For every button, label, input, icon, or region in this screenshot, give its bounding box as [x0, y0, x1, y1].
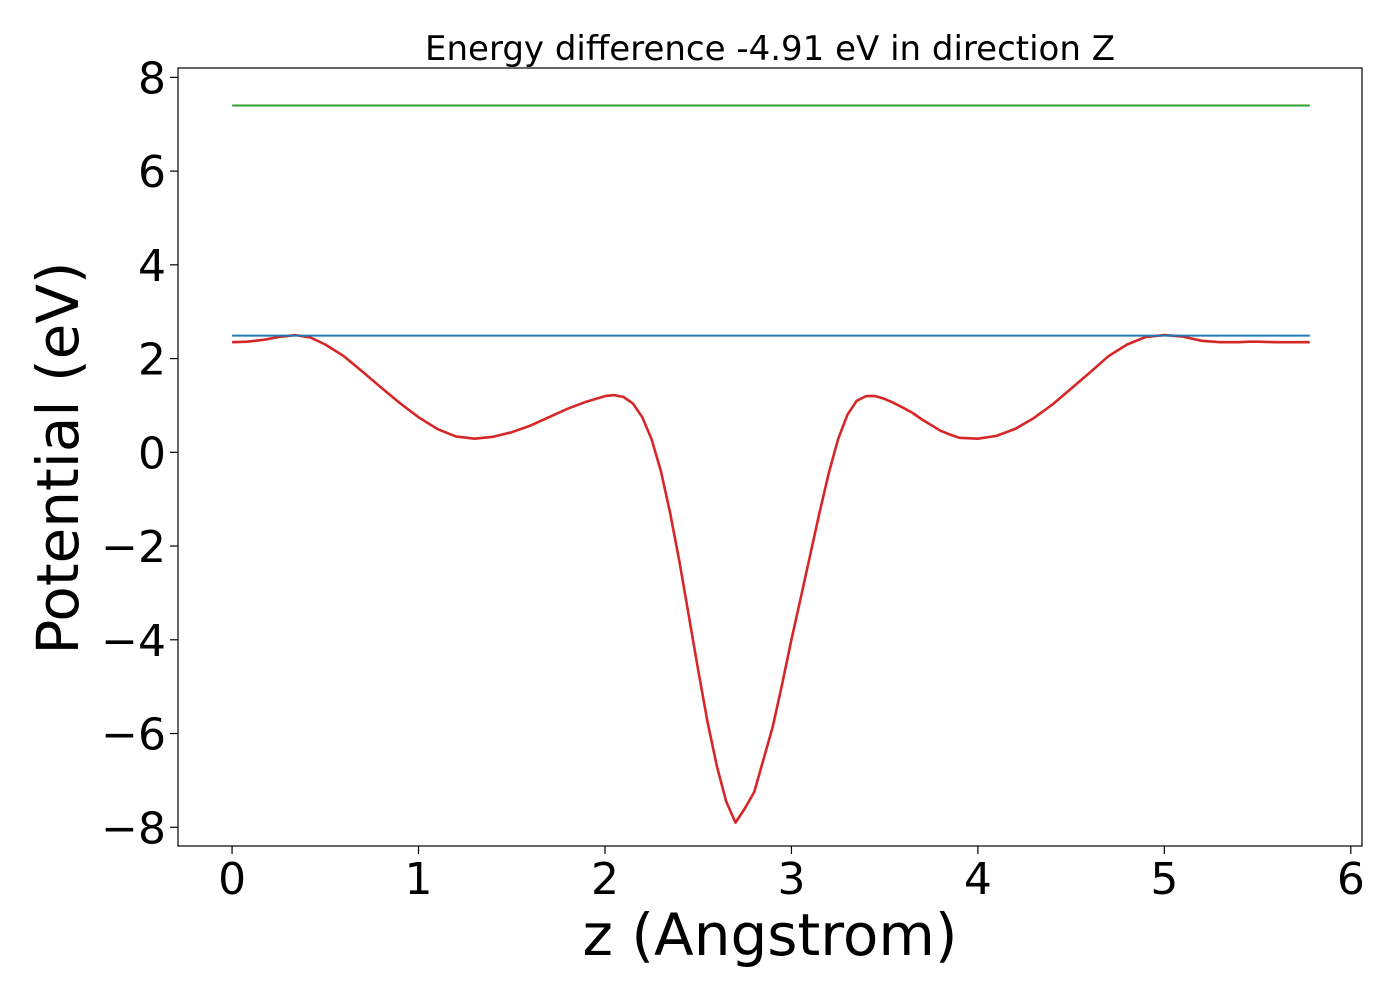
x-tick-label: 2 [591, 854, 619, 905]
y-tick-label: 2 [138, 335, 166, 386]
y-tick-label: −4 [101, 616, 166, 667]
y-axis-label: Potential (eV) [24, 261, 92, 654]
y-tick-label: −6 [101, 710, 166, 761]
chart-title: Energy difference -4.91 eV in direction … [425, 29, 1115, 69]
x-tick-label: 5 [1150, 854, 1178, 905]
y-tick-label: 8 [138, 53, 166, 104]
x-tick-label: 0 [218, 854, 246, 905]
x-tick-label: 1 [405, 854, 433, 905]
red-potential-curve [232, 333, 1310, 824]
y-axis-ticks: −8 −6 −4 −2 0 2 4 6 8 [101, 53, 178, 854]
x-tick-label: 3 [777, 854, 805, 905]
y-tick-label: −2 [101, 522, 166, 573]
x-axis-ticks: 0 1 2 3 4 5 6 [218, 846, 1365, 905]
y-tick-label: −8 [101, 803, 166, 854]
y-tick-label: 4 [138, 241, 166, 292]
y-tick-label: 0 [138, 428, 166, 479]
y-tick-label: 6 [138, 147, 166, 198]
x-tick-label: 6 [1337, 854, 1365, 905]
series-layer [232, 104, 1310, 824]
plot-area-frame [177, 67, 1363, 847]
x-tick-label: 4 [964, 854, 992, 905]
x-axis-label: z (Angstrom) [583, 901, 958, 969]
